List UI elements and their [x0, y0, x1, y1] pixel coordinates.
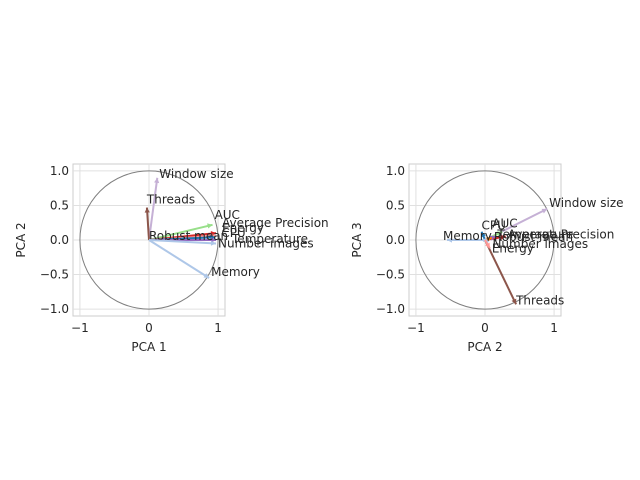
vector-label: AUC	[492, 217, 517, 231]
vector-shaft	[148, 223, 213, 241]
vector-label: Window size	[159, 167, 233, 181]
y-tick-label: −1.0	[40, 302, 69, 316]
loading-vector: AUC	[148, 208, 240, 241]
y-tick-label: 0.5	[386, 198, 405, 212]
vector-label: Average Precision	[222, 216, 329, 230]
y-tick-label: 0.5	[50, 198, 69, 212]
vector-label: Temperature	[496, 228, 573, 242]
loading-vector: Energy	[484, 239, 534, 255]
vector-label: Energy	[222, 221, 264, 235]
vector-arrowhead	[144, 207, 150, 213]
x-tick-label: 0	[481, 321, 489, 335]
vector-label: Robust mean	[149, 229, 228, 243]
vector-shaft	[484, 239, 517, 305]
vector-arrowhead	[481, 231, 486, 238]
vector-label: Energy	[492, 241, 534, 255]
vector-label: Temperature	[231, 232, 308, 246]
vector-shaft	[148, 239, 217, 245]
loading-vector: Robust mean	[149, 229, 228, 243]
vector-label: Number images	[218, 236, 314, 250]
vector-label: CPU	[221, 226, 245, 240]
vector-arrowhead	[485, 242, 490, 249]
loading-vector: Threads	[144, 193, 195, 241]
vector-arrowhead	[207, 223, 213, 229]
unit-circle	[79, 170, 219, 310]
vector-arrowhead	[489, 235, 496, 241]
x-tick-labels: −1 0 1	[407, 321, 558, 335]
loading-vector: Number images	[148, 236, 314, 250]
x-axis-label: PCA 2	[467, 340, 502, 354]
vector-arrowhead	[541, 208, 548, 214]
vector-label: Window size	[549, 196, 623, 210]
vector-arrowhead	[210, 240, 217, 246]
vector-label: Robust mean	[494, 230, 573, 244]
x-tick-label: 1	[214, 321, 222, 335]
x-tick-label: 0	[145, 321, 153, 335]
vector-shaft	[148, 177, 159, 241]
vector-label: CPU	[482, 219, 506, 233]
vector-arrowhead	[447, 237, 452, 243]
x-tick-labels: −1 0 1	[71, 321, 222, 335]
y-tick-labels: 1.0 0.5 0.0 −0.5 −1.0	[376, 164, 405, 316]
vector-label: Memory	[211, 265, 260, 279]
vector-shaft	[145, 207, 150, 241]
y-tick-label: 0.0	[386, 233, 405, 247]
loading-vector: Threads	[484, 239, 564, 307]
vector-label: Threads	[515, 293, 564, 307]
unit-circle	[415, 170, 555, 310]
y-axis-label: PCA 2	[14, 222, 28, 257]
y-tick-label: −1.0	[376, 302, 405, 316]
y-tick-label: 0.0	[50, 233, 69, 247]
vector-arrowhead	[154, 177, 160, 184]
y-tick-labels: 1.0 0.5 0.0 −0.5 −1.0	[40, 164, 69, 316]
loading-vector: Memory	[443, 229, 492, 243]
vector-arrowhead	[496, 231, 503, 237]
x-tick-label: 1	[550, 321, 558, 335]
y-axis-label: PCA 3	[350, 222, 364, 257]
vector-arrowhead	[511, 298, 517, 305]
loading-vector: Memory	[148, 239, 260, 279]
y-tick-label: −0.5	[40, 268, 69, 282]
loading-vector: Window size	[148, 167, 234, 241]
vector-arrowhead	[203, 273, 210, 278]
x-axis-label: PCA 1	[131, 340, 166, 354]
vector-arrowhead	[500, 234, 506, 240]
y-tick-label: −0.5	[376, 268, 405, 282]
vector-label: AUC	[215, 208, 240, 222]
loading-vector: CPU	[480, 219, 506, 241]
y-tick-label: 1.0	[386, 164, 405, 178]
vector-label: Number images	[492, 237, 588, 251]
y-tick-label: 1.0	[50, 164, 69, 178]
x-tick-label: −1	[71, 321, 89, 335]
vector-shaft	[148, 239, 210, 279]
vector-label: Memory	[443, 229, 492, 243]
vector-label: Threads	[146, 193, 195, 207]
vector-label: Average Precision	[508, 228, 615, 242]
x-tick-label: −1	[407, 321, 425, 335]
